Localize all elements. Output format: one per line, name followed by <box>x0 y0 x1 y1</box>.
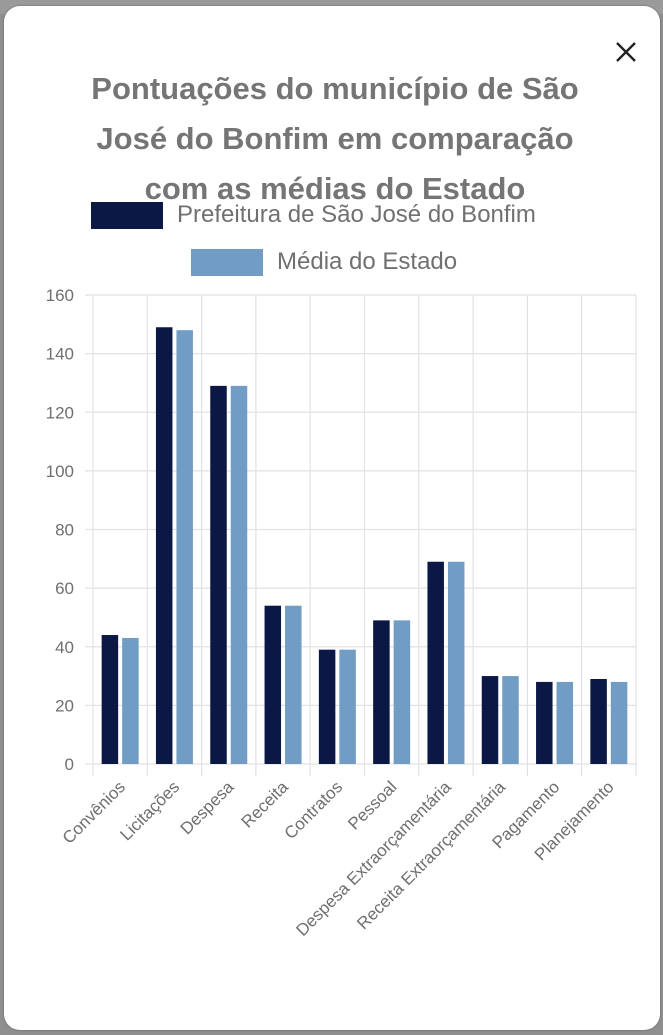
y-tick-label: 140 <box>46 345 74 364</box>
y-tick-label: 0 <box>65 755 74 774</box>
bar-media-estado <box>502 676 519 764</box>
x-tick-label: Receita <box>238 777 293 832</box>
chart-title: Pontuações do município de São José do B… <box>0 64 663 214</box>
legend-item-prefeitura[interactable]: Prefeitura de São José do Bonfim <box>91 201 536 229</box>
legend-label-prefeitura: Prefeitura de São José do Bonfim <box>177 201 536 228</box>
bar-media-estado <box>556 681 574 764</box>
bar-media-estado <box>339 649 356 764</box>
close-icon <box>616 42 636 62</box>
y-tick-label: 160 <box>46 286 74 305</box>
bar-prefeitura <box>264 605 282 764</box>
y-tick-label: 20 <box>55 696 74 715</box>
bar-media-estado <box>122 637 139 764</box>
x-tick-label: Despesa <box>177 777 238 838</box>
bar-prefeitura <box>318 649 336 764</box>
x-tick-label: Licitações <box>116 777 183 844</box>
bar-prefeitura <box>373 620 390 764</box>
chart-title-line-2: José do Bonfim em comparação <box>96 121 574 156</box>
bar-prefeitura <box>427 561 444 764</box>
chart-modal <box>4 6 660 1030</box>
bar-prefeitura <box>590 678 607 764</box>
legend-label-media-estado: Média do Estado <box>277 248 458 275</box>
bar-media-estado <box>176 330 193 764</box>
bar-prefeitura <box>536 681 553 764</box>
bar-prefeitura <box>210 385 227 764</box>
legend-swatch-media-estado <box>191 248 263 276</box>
close-button[interactable] <box>610 36 642 68</box>
bar-media-estado <box>393 620 411 764</box>
x-tick-label: Convênios <box>59 777 129 847</box>
bar-media-estado <box>230 385 248 764</box>
bar-media-estado <box>610 681 628 764</box>
x-tick-label: Contratos <box>281 777 347 843</box>
x-tick-label: Pessoal <box>344 777 400 833</box>
chart-title-line-1: Pontuações do município de São <box>91 71 579 106</box>
y-tick-label: 60 <box>55 579 74 598</box>
legend-item-media-estado[interactable]: Média do Estado <box>191 248 457 276</box>
bar-prefeitura <box>481 676 499 764</box>
y-tick-label: 100 <box>46 462 74 481</box>
bar-prefeitura <box>155 327 173 764</box>
bar-prefeitura <box>101 635 119 764</box>
chart-title-line-3: com as médias do Estado <box>144 171 526 206</box>
y-tick-label: 120 <box>46 403 74 422</box>
bar-media-estado <box>285 605 302 764</box>
y-tick-label: 80 <box>55 521 74 540</box>
legend-swatch-prefeitura <box>91 201 163 229</box>
y-tick-label: 40 <box>55 638 74 657</box>
bar-media-estado <box>447 561 465 764</box>
